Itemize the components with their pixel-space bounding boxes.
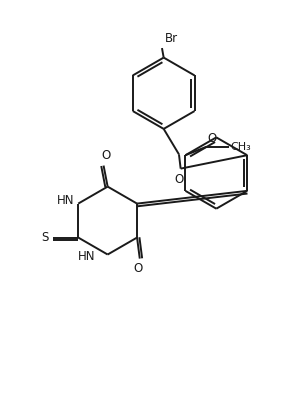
Text: Br: Br (165, 33, 179, 45)
Text: CH₃: CH₃ (230, 142, 251, 152)
Text: O: O (207, 132, 216, 145)
Text: S: S (41, 231, 49, 244)
Text: O: O (102, 149, 111, 162)
Text: HN: HN (78, 250, 96, 263)
Text: HN: HN (57, 195, 74, 207)
Text: O: O (133, 262, 143, 275)
Text: O: O (174, 173, 184, 186)
